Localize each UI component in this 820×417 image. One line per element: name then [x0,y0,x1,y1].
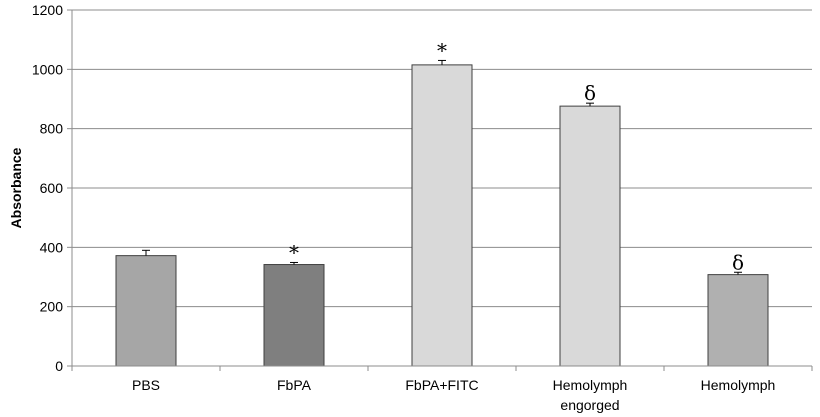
x-category-label-line2: engorged [560,397,619,413]
y-tick-label: 200 [40,299,64,315]
x-category-label: PBS [132,377,160,393]
axes [67,9,813,371]
x-category-label: Hemolymph [553,377,628,393]
y-tick-label: 1200 [32,2,63,18]
y-tick-label: 400 [40,239,64,255]
significance-marker: * [289,240,299,264]
bar [411,64,473,367]
bar [263,264,325,367]
y-tick-label: 800 [40,121,64,137]
significance-marker: δ [584,81,596,105]
x-category-label: FbPA+FITC [405,377,478,393]
bar [559,105,621,367]
x-category-label: FbPA [277,377,312,393]
y-tick-label: 600 [40,180,64,196]
y-tick-label: 1000 [32,61,63,77]
labels: 0 200 400 600 800 1000 1200 PBS * FbPA * FbPA+FITC δ… [32,2,776,413]
x-category-label: Hemolymph [701,377,776,393]
bar [115,255,177,367]
significance-marker: * [437,38,447,62]
bars [115,59,769,367]
significance-marker: δ [732,250,744,274]
y-axis-title: Absorbance [8,147,24,228]
bar [707,274,769,367]
y-tick-label: 0 [55,358,63,374]
